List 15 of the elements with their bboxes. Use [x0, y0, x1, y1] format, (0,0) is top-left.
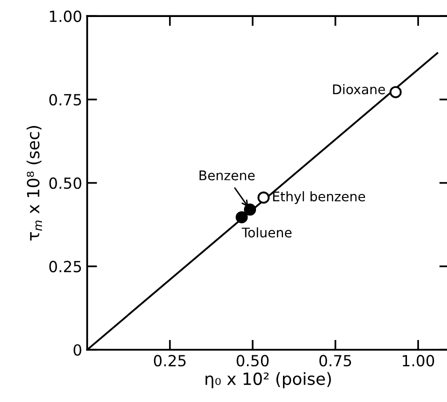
annotation: Ethyl benzene [273, 191, 366, 204]
x-tick-label: 0.75 [319, 354, 352, 366]
x-tick-label: 0.25 [154, 354, 186, 366]
y-tick-label: 0 [74, 344, 82, 356]
annotation: Dioxane [333, 84, 385, 94]
annotation: Toluene [242, 227, 292, 238]
x-axis-title: η₀ x 10² (poise) [206, 372, 331, 388]
y-tick-label: 0.25 [49, 260, 81, 272]
y-tick-label: 0.50 [49, 177, 82, 189]
x-tick-label: 0.50 [236, 354, 269, 366]
annotation: Benzene [200, 170, 255, 180]
x-tick-label: 1.00 [402, 354, 434, 366]
y-axis-title: τ$_{m}$ x 10⁸ (sec) [26, 126, 42, 241]
y-tick-label: 1.00 [50, 10, 82, 22]
y-tick-label: 0.75 [49, 94, 81, 106]
